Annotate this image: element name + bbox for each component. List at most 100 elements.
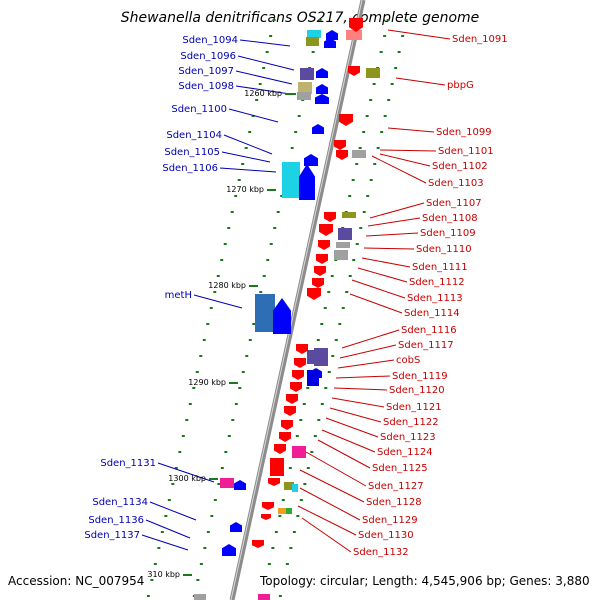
gene-arrow-reverse	[312, 278, 324, 288]
gene-label-sden-1127: Sden_1127	[368, 481, 424, 492]
gene-label-sden-1114: Sden_1114	[404, 308, 460, 319]
gene-label-sden-1116: Sden_1116	[401, 325, 457, 336]
gene-arrow-reverse	[349, 18, 363, 32]
leader-line	[301, 517, 352, 553]
leader-line	[235, 70, 293, 85]
gene-label-sden-1137: Sden_1137	[84, 530, 140, 541]
leader-line	[361, 257, 411, 268]
gene-arrow-reverse	[339, 114, 353, 126]
leader-line	[369, 202, 425, 219]
leader-line	[325, 417, 379, 438]
cog-box	[338, 228, 352, 240]
cog-box	[307, 30, 321, 38]
cog-box	[292, 446, 306, 458]
leader-line	[221, 151, 271, 163]
leader-line	[235, 85, 291, 95]
leader-line	[317, 439, 371, 469]
gene-label-sden-1099: Sden_1099	[436, 127, 492, 138]
leader-line	[387, 29, 451, 40]
gene-arrow-reverse	[274, 444, 286, 454]
leader-line	[329, 407, 382, 423]
leader-line	[341, 329, 400, 349]
topology-text: Topology: circular; Length: 4,545,906 bp…	[260, 574, 590, 588]
cog-box	[336, 242, 350, 248]
leader-line	[237, 55, 295, 71]
cog-box	[297, 92, 311, 100]
gene-label-pbpg: pbpG	[447, 80, 474, 91]
gene-label-sden-1128: Sden_1128	[366, 497, 422, 508]
gene-label-sden-1109: Sden_1109	[420, 228, 476, 239]
leader-line	[149, 501, 197, 521]
gene-arrow-reverse	[336, 150, 348, 160]
gene-arrow-reverse	[252, 540, 264, 548]
gene-label-meth: metH	[165, 290, 192, 301]
leader-line	[395, 77, 446, 86]
gene-arrow-forward	[324, 38, 336, 48]
cog-box	[194, 594, 206, 600]
cog-box	[292, 484, 298, 492]
gene-label-sden-1096: Sden_1096	[180, 51, 236, 62]
gene-label-sden-1117: Sden_1117	[398, 340, 454, 351]
gene-label-sden-1094: Sden_1094	[182, 35, 238, 46]
gene-label-sden-1119: Sden_1119	[392, 371, 448, 382]
scale-labels: 1260 kbp 1270 kbp 1280 kbp 1290 kbp 1300 kbp…	[147, 89, 296, 579]
gene-label-sden-1103: Sden_1103	[428, 178, 484, 189]
gene-label-sden-1120: Sden_1120	[389, 385, 445, 396]
leader-line	[349, 293, 403, 314]
gene-arrow-reverse	[334, 140, 346, 150]
leader-line	[223, 134, 273, 155]
gene-arrow-forward	[234, 480, 246, 490]
gene-arrow-reverse	[290, 382, 302, 392]
gene-label-sden-1110: Sden_1110	[416, 244, 472, 255]
leader-line	[339, 344, 397, 359]
ruler-ticks	[146, 19, 408, 597]
gene-arrow-forward	[326, 30, 338, 40]
scale-label: 310 kbp	[147, 570, 180, 579]
gene-label-sden-1108: Sden_1108	[422, 213, 478, 224]
leader-line	[335, 375, 391, 379]
leader-line	[363, 247, 415, 250]
gene-label-sden-1130: Sden_1130	[358, 530, 414, 541]
gene-arrow-forward	[222, 544, 236, 556]
cog-box	[255, 294, 275, 332]
gene-arrow-forward	[273, 298, 291, 334]
gene-arrow-reverse	[281, 420, 293, 430]
gene-arrow-reverse	[324, 212, 336, 222]
cog-box	[258, 594, 270, 600]
leader-line	[371, 155, 427, 184]
gene-arrow-reverse	[284, 406, 296, 416]
cog-box	[278, 508, 286, 514]
gene-label-sden-1125: Sden_1125	[372, 463, 428, 474]
gene-arrow-reverse	[296, 344, 308, 354]
cog-box	[298, 82, 312, 94]
leader-line	[367, 217, 421, 227]
gene-label-sden-1100: Sden_1100	[171, 104, 227, 115]
gene-arrow-reverse	[319, 224, 333, 236]
cog-box	[270, 458, 284, 476]
gene-label-sden-1113: Sden_1113	[407, 293, 463, 304]
cog-box	[342, 212, 356, 218]
leader-line	[239, 39, 291, 47]
gene-label-sden-1104: Sden_1104	[166, 130, 222, 141]
gene-arrow-reverse	[268, 478, 280, 486]
gene-label-sden-1124: Sden_1124	[377, 447, 433, 458]
leader-line	[193, 294, 243, 309]
gene-label-sden-1107: Sden_1107	[426, 198, 482, 209]
leader-line	[333, 387, 388, 391]
gene-label-sden-1111: Sden_1111	[412, 262, 468, 273]
gene-arrow-reverse	[314, 266, 326, 276]
leader-line	[357, 267, 408, 283]
cog-box	[352, 150, 366, 158]
leader-line	[379, 153, 431, 167]
gene-label-sden-1121: Sden_1121	[386, 402, 442, 413]
gene-arrow-reverse	[262, 502, 274, 510]
genome-backbone-highlight	[230, 0, 363, 600]
gene-labels: Sden_1094 Sden_1096 Sden_1097 Sden_1098 Sden…	[84, 34, 507, 558]
gene-label-sden-1131: Sden_1131	[100, 458, 156, 469]
gene-label-sden-1136: Sden_1136	[88, 515, 144, 526]
cog-box	[306, 37, 319, 46]
accession-text: Accession: NC_007954	[8, 574, 145, 588]
leader-line	[379, 149, 437, 152]
leader-line	[387, 127, 435, 133]
leader-line	[145, 519, 191, 539]
